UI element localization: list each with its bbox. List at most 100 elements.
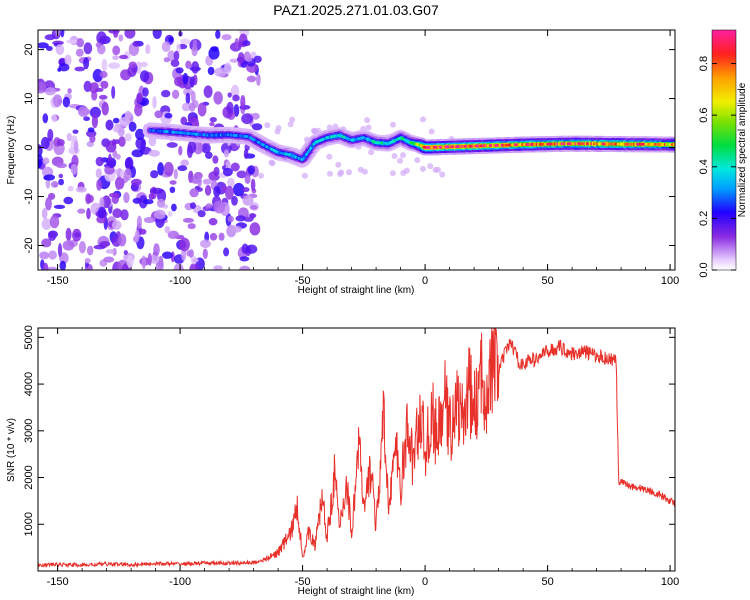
spectrogram-cell: [428, 128, 435, 135]
spectrogram-cell: [203, 85, 213, 98]
spectrogram-cell: [207, 66, 215, 76]
spectrogram-frame: [37, 29, 676, 271]
spectrogram-cell: [95, 156, 104, 167]
spectrogram-cell: [75, 186, 87, 193]
spectrogram-cell: [121, 263, 129, 270]
y-tick-label: -10: [23, 189, 35, 205]
spectrogram-cell: [212, 155, 219, 164]
spectrogram-cell: [107, 160, 116, 169]
spectrogram-cell: [152, 96, 157, 109]
spectrogram-cell: [427, 163, 434, 170]
spectrogram-cell: [43, 174, 56, 181]
spectrogram-cell: [209, 122, 215, 127]
spectrogram-cell: [60, 30, 65, 38]
spectrogram-cell: [127, 65, 137, 77]
spectrogram-cell: [112, 45, 121, 56]
x-tick-label: -100: [169, 576, 191, 588]
spectrogram-cell: [152, 30, 162, 39]
x-tick-label: 50: [541, 275, 553, 287]
spectrogram-cell: [128, 61, 137, 69]
spectrogram-cell: [89, 82, 99, 94]
x-tick-label: 50: [541, 576, 553, 588]
spectrogram-cell: [77, 208, 86, 214]
spectrogram-cell: [414, 157, 421, 164]
spectrogram-cell: [214, 67, 227, 77]
spectrogram-cell: [70, 163, 78, 175]
spectrogram-cell: [237, 52, 245, 64]
spectrogram-cell: [242, 40, 251, 47]
spectrogram-cell: [420, 116, 426, 123]
spectrogram-cell: [208, 218, 218, 226]
spectrogram-cell: [112, 208, 123, 219]
spectrogram-cell: [135, 137, 146, 150]
spectrogram-cell: [123, 168, 132, 181]
spectrogram-cell: [103, 256, 115, 263]
spectrogram-cell: [83, 116, 90, 121]
spectrogram-cell: [86, 207, 91, 220]
spectrogram-cell: [189, 188, 199, 198]
spectrogram-cell: [105, 140, 117, 153]
spectrogram-cell: [191, 61, 200, 74]
spectrogram-cell: [84, 257, 91, 264]
spectrogram-cell: [72, 129, 79, 134]
spectrogram-cell: [98, 94, 108, 100]
spectrogram-cell: [251, 123, 263, 131]
spectrogram-cell: [230, 225, 242, 233]
spectrogram-cell: [202, 248, 208, 260]
spectrogram-cell: [97, 206, 106, 219]
spectrogram-cell: [38, 154, 44, 167]
spectrogram-cell: [56, 162, 67, 169]
spectrogram-cell: [209, 117, 217, 123]
spectrogram-cell: [397, 157, 404, 164]
spectrogram-cell: [150, 170, 159, 179]
spectrogram-cell: [289, 116, 296, 123]
spectrogram-cell: [44, 87, 56, 96]
spectrogram-cell: [241, 113, 254, 125]
snr-x-label: Height of straight line (km): [298, 586, 415, 597]
spectrogram-cell: [420, 166, 426, 172]
spectrogram-cell: [166, 142, 178, 148]
spectrogram-cell: [167, 230, 180, 239]
spectrogram-cell: [63, 196, 74, 205]
spectrogram-cell: [253, 55, 262, 63]
spectrogram-cell: [91, 91, 98, 101]
spectrogram-cell: [83, 57, 90, 70]
spectrogram-cell: [192, 38, 198, 51]
spectrogram-cell: [87, 245, 94, 256]
spectrogram-cell: [51, 114, 58, 123]
spectrogram-cell: [357, 166, 364, 173]
spectrogram-cell: [135, 128, 145, 140]
spectrogram-cell: [157, 162, 165, 176]
spectrogram-cell: [93, 244, 106, 250]
spectrogram-cell: [218, 232, 225, 241]
spectrogram-cell: [187, 223, 196, 230]
spectrogram-cell: [268, 159, 275, 166]
spectrogram-cell: [66, 39, 78, 44]
x-tick-label: -100: [169, 275, 191, 287]
spectrogram-cell: [197, 210, 206, 218]
spectrogram-cell: [174, 76, 184, 87]
x-tick-label: -50: [295, 275, 311, 287]
spectrogram-cell: [223, 149, 229, 158]
spectrogram-cell: [164, 226, 171, 234]
spectrogram-cell: [164, 112, 173, 119]
spectrogram-cell: [41, 218, 52, 231]
spectrogram-cell: [115, 153, 121, 160]
spectrogram-cell: [227, 92, 232, 98]
spectrogram-cell: [185, 60, 192, 69]
spectrogram-cell: [75, 48, 84, 57]
spectrogram-cell: [124, 133, 132, 142]
spectrogram-cell: [244, 174, 251, 184]
spectrogram-cell: [178, 145, 183, 156]
spectrogram-cell: [186, 250, 192, 257]
spectrogram-cell: [55, 44, 65, 56]
spectrogram-cell: [169, 186, 176, 193]
spectrogram-ridge-cell: [310, 144, 314, 148]
spectrogram-cell: [390, 121, 396, 128]
spectrogram-cell: [239, 265, 251, 270]
spectrogram-cell: [132, 40, 140, 47]
spectrogram-cell: [173, 263, 184, 270]
spectrogram-cell: [38, 82, 47, 94]
spectrogram-cell: [170, 59, 180, 67]
